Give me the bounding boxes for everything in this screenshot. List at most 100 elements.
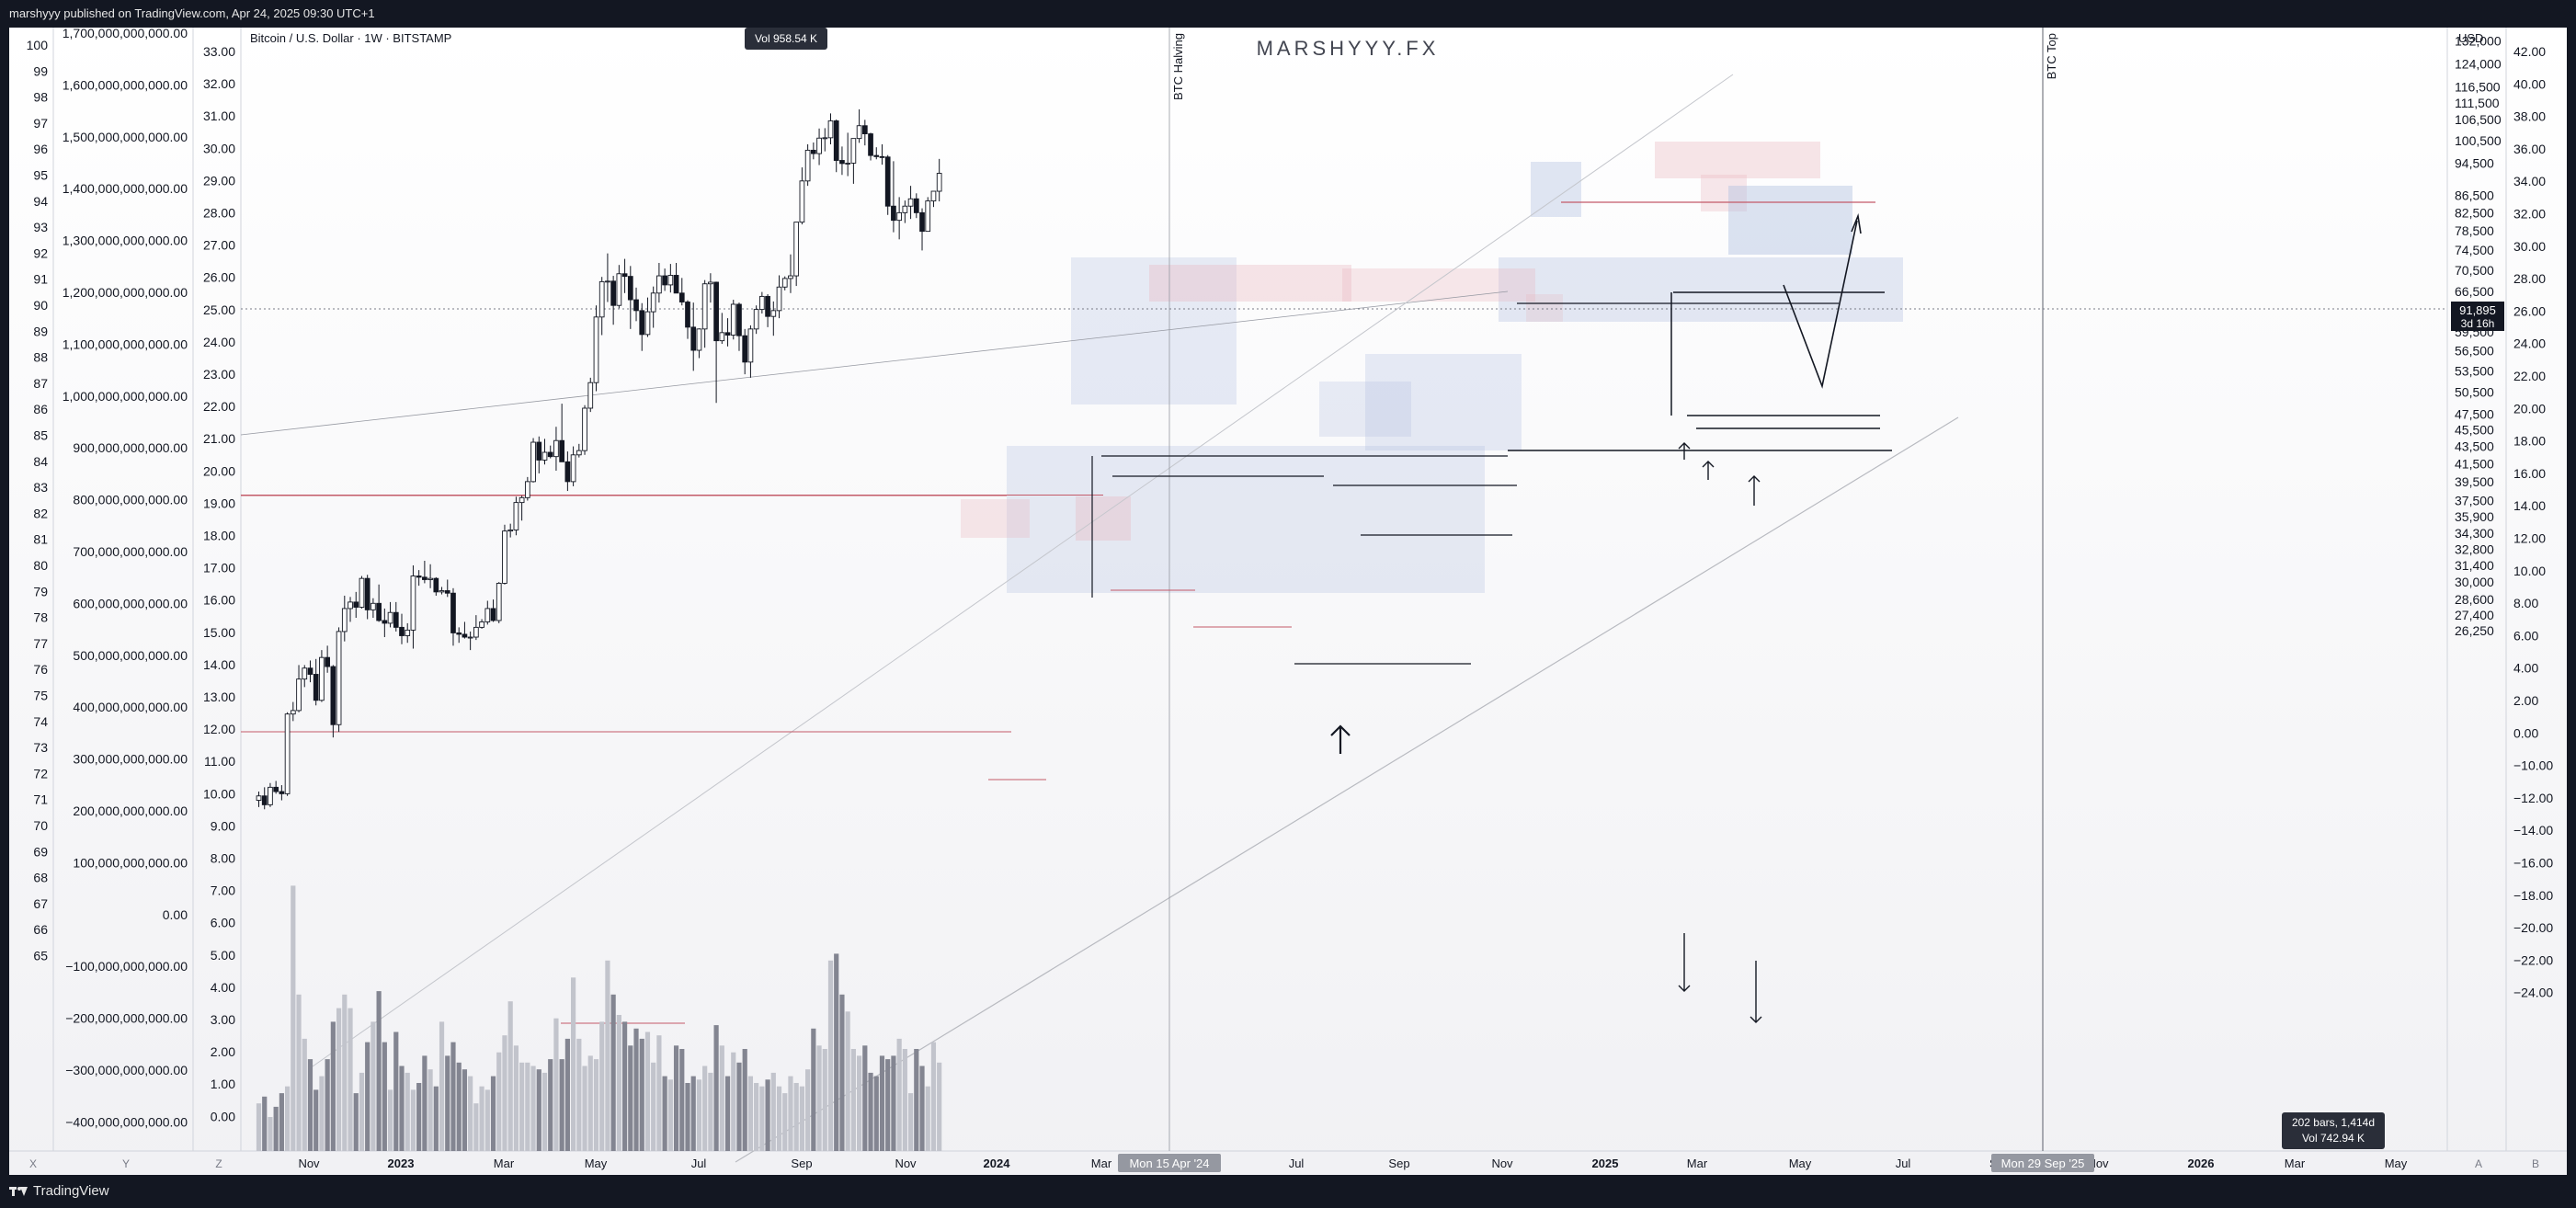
candle-up xyxy=(484,608,491,622)
osc-axis-tick: −24.00 xyxy=(2513,986,2553,1000)
volume-bar xyxy=(644,1031,651,1151)
candle-up xyxy=(405,629,411,636)
candle-down xyxy=(273,786,279,792)
last-price-countdown: 3d 16h xyxy=(2461,317,2495,330)
left-axis2-tick: 500,000,000,000.00 xyxy=(73,648,188,663)
candle-up xyxy=(793,222,800,277)
trend-line xyxy=(312,74,1734,1067)
left-axis1-tick: 67 xyxy=(33,896,48,911)
left-axis1-tick: 76 xyxy=(33,662,48,677)
candle-down xyxy=(685,302,690,328)
volume-bar xyxy=(799,1086,804,1151)
price-axis-tick: 100,500 xyxy=(2455,133,2502,148)
zone-box xyxy=(1701,175,1747,211)
left-axis1-tick: 73 xyxy=(33,740,48,755)
volume-bar xyxy=(690,1076,696,1151)
left-axis1-tick: 92 xyxy=(33,245,48,260)
candle-down xyxy=(536,441,542,461)
left-axis3-tick: 14.00 xyxy=(203,657,235,672)
candle-down xyxy=(633,299,639,312)
candle-up xyxy=(296,678,302,712)
candle-up xyxy=(799,180,805,223)
candle-up xyxy=(290,710,296,715)
volume-bar xyxy=(405,1072,410,1151)
volume-bar xyxy=(651,1062,656,1151)
volume-bar xyxy=(399,1066,405,1151)
volume-bar xyxy=(325,1059,330,1151)
left-axis3-tick: 32.00 xyxy=(203,76,235,91)
left-axis3-tick: 4.00 xyxy=(211,980,235,995)
volume-bar xyxy=(685,1083,690,1151)
left-axis3-tick: 3.00 xyxy=(211,1012,235,1027)
osc-axis-tick: −16.00 xyxy=(2513,856,2553,871)
candle-down xyxy=(490,608,496,621)
volume-bar xyxy=(754,1083,759,1151)
candle-up xyxy=(759,295,765,311)
left-axis3-tick: 22.00 xyxy=(203,399,235,414)
left-axis2-tick: 400,000,000,000.00 xyxy=(73,700,188,714)
volume-bar xyxy=(702,1066,708,1151)
volume-bar xyxy=(370,1021,376,1151)
osc-axis-tick: 6.00 xyxy=(2513,628,2538,643)
time-axis-tick: Mar xyxy=(2285,1157,2306,1170)
volume-bar xyxy=(747,1076,754,1151)
left-axis2-tick: 0.00 xyxy=(163,907,188,922)
publisher-line: marshyyy published on TradingView.com, A… xyxy=(9,6,375,20)
publish-header: marshyyy published on TradingView.com, A… xyxy=(0,0,2576,28)
price-axis-tick: 30,000 xyxy=(2455,575,2494,589)
candle-up xyxy=(753,309,759,330)
price-axis-tick: 82,500 xyxy=(2455,205,2494,220)
price-axis-tick: 74,500 xyxy=(2455,243,2494,257)
volume-bar xyxy=(502,1035,507,1151)
candle-up xyxy=(541,451,548,461)
volume-bar xyxy=(891,1055,896,1151)
volume-bar xyxy=(788,1076,793,1151)
volume-bar xyxy=(616,1015,621,1151)
volume-bar xyxy=(410,1089,416,1151)
left-axis1-tick: 68 xyxy=(33,871,48,885)
candle-down xyxy=(279,791,285,794)
last-price-value: 91,895 xyxy=(2459,303,2496,317)
left-axis3-tick: 0.00 xyxy=(211,1109,235,1123)
candle-up xyxy=(593,316,599,383)
price-axis-tick: 94,500 xyxy=(2455,155,2494,170)
axis-corner-label: Z xyxy=(215,1157,222,1170)
candle-up xyxy=(524,481,530,498)
candle-down xyxy=(736,303,742,336)
volume-bar xyxy=(713,1025,719,1151)
volume-bar xyxy=(731,1052,736,1151)
info-box xyxy=(2282,1112,2385,1149)
volume-bar xyxy=(793,1083,799,1151)
left-axis2-tick: 800,000,000,000.00 xyxy=(73,493,188,507)
axis-corner-label: A xyxy=(2475,1157,2482,1170)
candle-down xyxy=(724,332,731,336)
left-axis1-tick: 89 xyxy=(33,324,48,338)
chart-svg[interactable]: Bitcoin / U.S. Dollar · 1W · BITSTAMP MA… xyxy=(9,28,2567,1175)
volume-bar xyxy=(827,960,834,1151)
volume-bar xyxy=(736,1062,742,1151)
zone-box xyxy=(1149,265,1351,302)
candle-down xyxy=(547,451,553,458)
left-axis3-tick: 8.00 xyxy=(211,851,235,866)
volume-bar xyxy=(313,1089,319,1151)
candle-down xyxy=(690,326,697,351)
osc-axis-tick: 16.00 xyxy=(2513,466,2546,481)
candle-up xyxy=(570,454,576,483)
info-box xyxy=(745,28,827,50)
volume-bar xyxy=(273,1106,279,1151)
candle-down xyxy=(891,205,896,222)
chart-canvas[interactable]: Bitcoin / U.S. Dollar · 1W · BITSTAMP MA… xyxy=(9,28,2567,1175)
candle-up xyxy=(730,303,736,336)
volume-bar xyxy=(930,1042,937,1151)
volume-bar xyxy=(822,1049,827,1151)
volume-bar xyxy=(513,1045,519,1151)
volume-bar xyxy=(348,1008,353,1151)
time-axis-tick: Jul xyxy=(691,1157,707,1170)
left-axis1-tick: 71 xyxy=(33,792,48,807)
candle-down xyxy=(678,292,685,302)
volume-bar xyxy=(873,1076,879,1151)
volume-bar xyxy=(302,1038,307,1151)
left-axis2-tick: 100,000,000,000.00 xyxy=(73,855,188,870)
watermark: MARSHYYY.FX xyxy=(1257,37,1440,60)
volume-bar xyxy=(759,1086,765,1151)
